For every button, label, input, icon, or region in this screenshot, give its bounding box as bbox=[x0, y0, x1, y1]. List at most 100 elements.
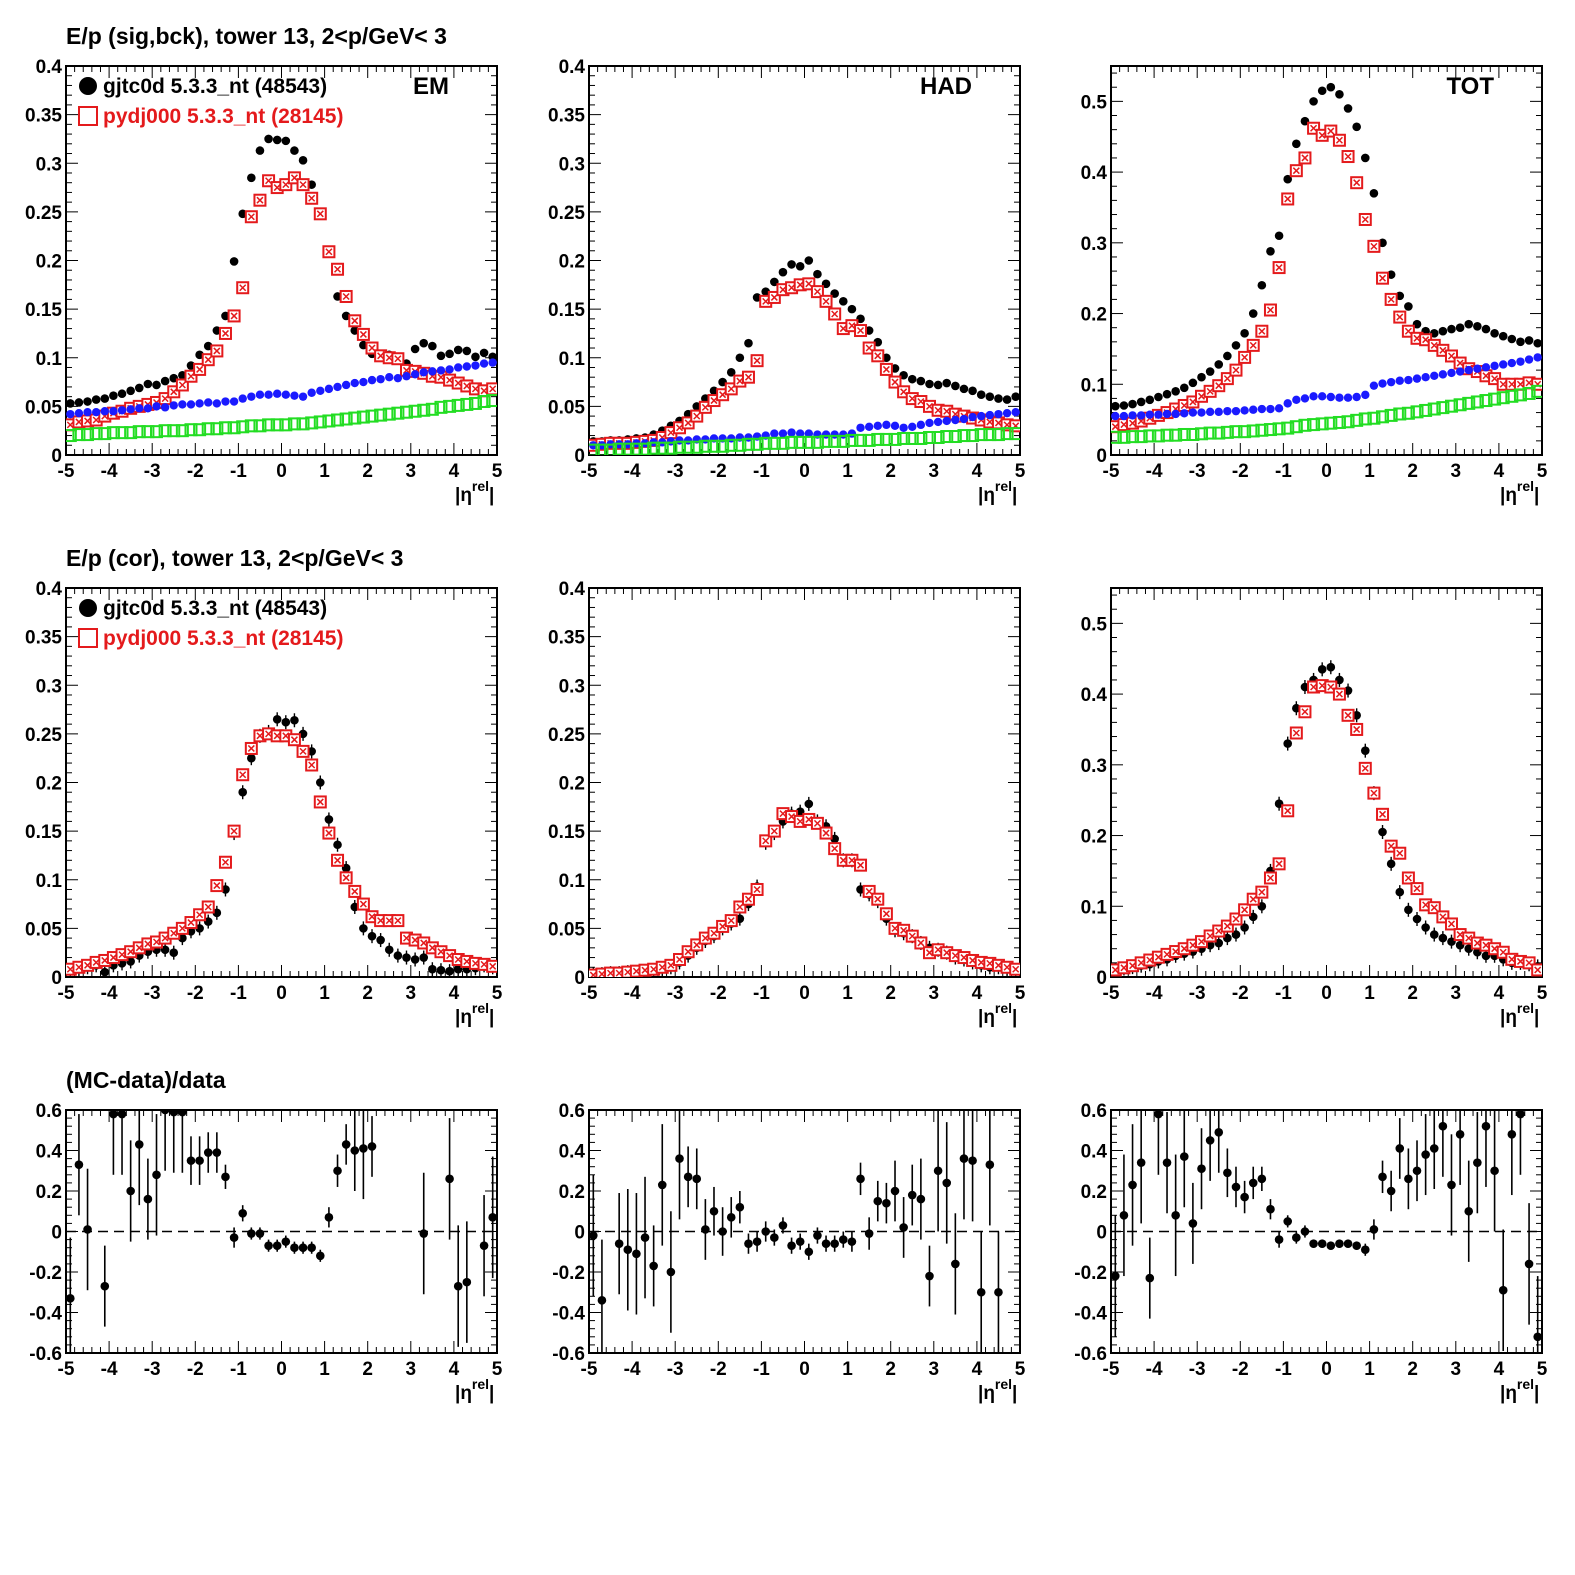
mc-point-cross bbox=[489, 962, 497, 970]
mc-point-cross bbox=[265, 177, 273, 185]
data-point bbox=[657, 1180, 667, 1190]
mc-point-cross bbox=[831, 845, 839, 853]
y-tick-label: 0.35 bbox=[25, 628, 62, 649]
bkg-mc-point bbox=[1513, 388, 1527, 402]
bkg-mc-point bbox=[210, 422, 224, 436]
data-point bbox=[74, 1160, 84, 1169]
mc-point-cross bbox=[900, 926, 908, 934]
bkg-data-point bbox=[1002, 408, 1012, 418]
data-point bbox=[428, 964, 437, 974]
data-point bbox=[623, 1245, 633, 1255]
legend-marker-data bbox=[79, 599, 97, 617]
mc-point-cross bbox=[1012, 965, 1020, 973]
y-tick-label: 0.2 bbox=[36, 252, 62, 273]
bkg-mc-point bbox=[451, 398, 465, 412]
panel-em-row3: -5 -4 -3 -2 -1 0 1 2 3 4 5 -0.6 -0.4 -0.2 0 0.2 0.4 0.6 |η… bbox=[29, 1101, 502, 1404]
data-point bbox=[281, 1237, 291, 1246]
y-tick-label: 0 bbox=[574, 446, 585, 467]
bkg-data-point bbox=[864, 422, 874, 431]
data-point bbox=[169, 948, 179, 957]
bkg-data-point bbox=[169, 401, 178, 410]
data-point bbox=[813, 269, 822, 279]
mc-point-cross bbox=[333, 856, 342, 864]
mc-point-cross bbox=[308, 194, 316, 202]
mc-point-cross bbox=[1249, 341, 1257, 349]
bkg-mc-point bbox=[871, 432, 885, 446]
data-point bbox=[169, 1110, 179, 1117]
data-point bbox=[925, 1271, 934, 1281]
mc-point-cross bbox=[463, 382, 471, 390]
mc-point-cross bbox=[92, 958, 100, 966]
mc-point-cross bbox=[822, 297, 830, 305]
x-tick-label: -5 bbox=[1103, 983, 1120, 1004]
data-point bbox=[272, 135, 282, 145]
x-tick-label: 3 bbox=[406, 461, 417, 482]
x-tick-label: 1 bbox=[319, 1359, 330, 1380]
bkg-data-point bbox=[212, 399, 222, 408]
bkg-mc-point bbox=[218, 421, 232, 435]
data-point bbox=[195, 1156, 204, 1165]
mc-point-cross bbox=[1215, 382, 1223, 390]
data-point bbox=[1223, 1168, 1232, 1178]
bkg-data-point bbox=[1136, 411, 1146, 420]
x-tick-label: -5 bbox=[58, 461, 75, 482]
x-tick-label: 1 bbox=[842, 461, 853, 482]
data-point bbox=[1516, 1110, 1525, 1119]
bkg-data-point bbox=[1352, 392, 1361, 402]
data-point bbox=[1343, 1239, 1353, 1248]
data-point bbox=[445, 966, 454, 976]
data-point bbox=[1171, 1211, 1180, 1220]
data-point bbox=[976, 1287, 986, 1297]
bkg-mc-point bbox=[477, 395, 491, 409]
bkg-mc-point bbox=[845, 433, 859, 447]
bkg-mc-point bbox=[167, 424, 181, 438]
data-point bbox=[1404, 1174, 1413, 1184]
x-axis-label-sup: rel bbox=[1517, 1376, 1534, 1392]
mc-point-cross bbox=[1180, 401, 1188, 410]
bkg-mc-point bbox=[741, 437, 755, 451]
mc-point-cross bbox=[1154, 953, 1162, 961]
data-point bbox=[1524, 1259, 1534, 1269]
x-tick-label: -1 bbox=[1275, 1359, 1292, 1380]
bkg-mc-point bbox=[1505, 389, 1519, 403]
mc-point-cross bbox=[934, 406, 942, 414]
panel-label-tot: TOT bbox=[1446, 73, 1494, 100]
bkg-data-point bbox=[942, 416, 951, 426]
data-point bbox=[1309, 1239, 1318, 1248]
data-point bbox=[479, 1241, 489, 1250]
x-tick-label: -4 bbox=[1146, 1359, 1163, 1380]
data-point bbox=[255, 146, 265, 155]
bkg-mc-point bbox=[1263, 423, 1277, 437]
bkg-mc-point bbox=[486, 394, 497, 408]
mc-point-cross bbox=[230, 312, 238, 320]
mc-point-cross bbox=[1129, 419, 1137, 427]
bkg-mc-point bbox=[957, 429, 971, 443]
y-tick-label: 0.35 bbox=[548, 628, 585, 649]
x-tick-label: 5 bbox=[1015, 461, 1026, 482]
data-point bbox=[1154, 392, 1163, 402]
x-tick-label: -1 bbox=[230, 1359, 247, 1380]
data-point bbox=[453, 345, 463, 355]
mc-point-cross bbox=[796, 817, 804, 825]
mc-point-cross bbox=[736, 903, 744, 911]
bkg-mc-point bbox=[810, 435, 824, 449]
bkg-mc-point bbox=[1324, 416, 1338, 430]
data-point bbox=[804, 256, 814, 265]
bkg-data-point bbox=[135, 404, 144, 413]
data-point bbox=[488, 1213, 497, 1222]
data-point bbox=[109, 391, 118, 400]
data-point bbox=[238, 1208, 248, 1218]
x-tick-label: -5 bbox=[58, 1359, 75, 1380]
x-tick-label: -1 bbox=[1275, 983, 1292, 1004]
data-point bbox=[143, 1194, 153, 1204]
legend-text: gjtc0d 5.3.3_nt (48543) bbox=[103, 597, 327, 620]
data-point bbox=[959, 384, 969, 394]
data-point bbox=[726, 368, 736, 377]
mc-point-cross bbox=[891, 924, 899, 932]
x-tick-label: 2 bbox=[885, 983, 896, 1004]
bkg-mc-point bbox=[1126, 430, 1140, 444]
x-tick-label: -5 bbox=[1103, 461, 1120, 482]
data-point bbox=[1343, 104, 1353, 113]
bkg-data-point bbox=[1171, 409, 1180, 419]
bkg-data-point bbox=[1473, 364, 1482, 373]
